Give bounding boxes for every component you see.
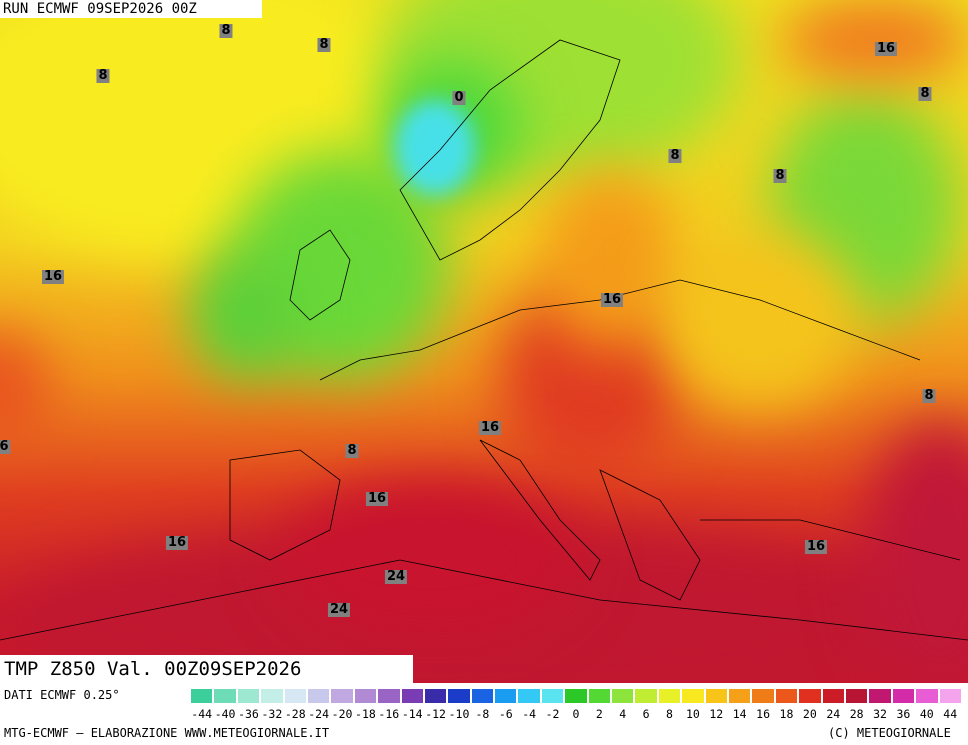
- map-title: TMP Z850 Val. 00Z09SEP2026: [0, 655, 413, 683]
- copyright: (C) METEOGIORNALE: [828, 726, 951, 740]
- legend-swatch: [938, 688, 962, 704]
- legend-label: 0: [572, 707, 580, 721]
- legend-swatch: [330, 688, 354, 704]
- contour-label: 16: [874, 41, 898, 56]
- legend-label: -20: [331, 707, 353, 721]
- contour-label: 8: [922, 388, 936, 403]
- legend-swatch: [821, 688, 845, 704]
- contour-label: 8: [773, 168, 787, 183]
- legend-label: 44: [943, 707, 958, 721]
- contour-label: 8: [96, 68, 110, 83]
- legend-label: 18: [779, 707, 794, 721]
- legend-label: -32: [261, 707, 283, 721]
- legend-swatch: [587, 688, 612, 704]
- legend-label: 20: [802, 707, 817, 721]
- contour-label: 24: [384, 569, 408, 584]
- legend-label: 8: [666, 707, 673, 721]
- legend-swatch: [634, 688, 658, 704]
- legend-swatch: [774, 688, 799, 704]
- legend-swatch: [470, 688, 495, 704]
- contour-label: 16: [165, 535, 189, 550]
- legend-swatch: [260, 688, 284, 704]
- legend-label: -36: [238, 707, 259, 721]
- legend-swatch: [377, 688, 401, 704]
- source: DATI ECMWF 0.25°: [4, 688, 120, 702]
- legend-swatch: [727, 688, 752, 704]
- legend-swatch: [681, 688, 705, 704]
- legend-ticks: -44 -40 -36 -32 -28 -24 -20 -18 -16 -14 -12 -10 -8 -6…: [190, 707, 962, 721]
- contour-label: 0: [452, 90, 466, 105]
- legend-swatch: [353, 688, 378, 704]
- legend-swatch: [915, 688, 939, 704]
- legend-label: -6: [498, 707, 513, 721]
- legend-label: -28: [284, 707, 306, 721]
- color-legend: [190, 688, 962, 704]
- contour-label: 8: [345, 443, 359, 458]
- legend-swatch: [306, 688, 331, 704]
- legend-label: 32: [873, 707, 887, 721]
- legend-label: -4: [522, 707, 537, 721]
- legend-swatch: [423, 688, 448, 704]
- contour-label: 16: [478, 420, 502, 435]
- legend-label: 16: [756, 707, 770, 721]
- legend-label: 14: [732, 707, 747, 721]
- legend-label: 40: [919, 707, 934, 721]
- legend-swatch: [190, 688, 214, 704]
- contour-label: 8: [918, 86, 932, 101]
- legend-label: 12: [709, 707, 724, 721]
- legend-label: 2: [595, 707, 603, 721]
- legend-label: -2: [545, 707, 560, 721]
- legend-label: 36: [896, 707, 911, 721]
- legend-swatch: [844, 688, 869, 704]
- legend-swatch: [283, 688, 307, 704]
- legend-label: -14: [401, 707, 423, 721]
- legend-label: -10: [448, 707, 470, 721]
- legend-swatch: [657, 688, 682, 704]
- legend-label: -16: [378, 707, 400, 721]
- legend-swatch: [611, 688, 635, 704]
- legend-swatch: [447, 688, 471, 704]
- contour-label: 8: [317, 37, 331, 52]
- map: 8 8 8 0 16 8 8 8 16 16 6 8 16 8 16 16 16…: [0, 0, 968, 683]
- legend-swatch: [494, 688, 518, 704]
- legend-swatch: [213, 688, 237, 704]
- contour-label: 8: [668, 148, 682, 163]
- legend-label: 4: [619, 707, 627, 721]
- contour-label: 24: [327, 602, 351, 617]
- legend-label: -18: [355, 707, 376, 721]
- legend-swatch: [517, 688, 541, 704]
- legend-swatch: [236, 688, 261, 704]
- legend-swatch: [798, 688, 822, 704]
- contour-label: 6: [0, 440, 11, 454]
- legend-swatch: [891, 688, 916, 704]
- legend-swatch: [400, 688, 424, 704]
- contour-label: 16: [804, 539, 828, 554]
- legend-label: -24: [308, 707, 330, 721]
- credit: MTG-ECMWF – ELABORAZIONE WWW.METEOGIORNA…: [4, 726, 330, 740]
- run-label: RUN ECMWF 09SEP2026 00Z: [0, 0, 262, 18]
- legend-label: 6: [642, 707, 650, 721]
- legend-label: 28: [849, 707, 864, 721]
- contour-label: 16: [365, 491, 389, 506]
- legend-swatch: [540, 688, 565, 704]
- legend-swatch: [564, 688, 588, 704]
- contour-label: 16: [41, 269, 65, 284]
- legend-swatch: [751, 688, 775, 704]
- legend-label: -40: [214, 707, 236, 721]
- legend-label: 10: [685, 707, 700, 721]
- contour-label: 8: [219, 23, 233, 38]
- legend-swatch: [868, 688, 892, 704]
- legend-label: -8: [475, 707, 490, 721]
- legend-label: -44: [191, 707, 213, 721]
- coastlines: [0, 39, 968, 641]
- legend-swatch: [704, 688, 728, 704]
- contour-label: 16: [600, 292, 624, 307]
- legend-label: 24: [826, 707, 841, 721]
- legend-label: -12: [425, 707, 446, 721]
